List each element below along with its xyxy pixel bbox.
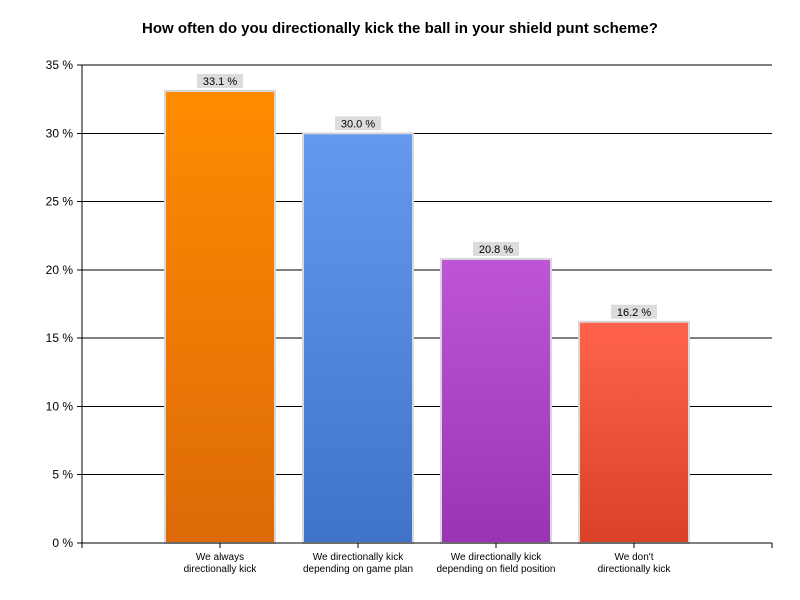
y-tick-label: 15 % xyxy=(46,331,74,345)
y-tick-label: 30 % xyxy=(46,126,74,140)
y-tick-label: 20 % xyxy=(46,263,74,277)
x-tick-label: We directionally kick depending on game p… xyxy=(303,552,413,575)
bars xyxy=(164,89,690,545)
data-label-box xyxy=(197,73,243,88)
data-labels: 33.1 % 30.0 % 20.8 % 16.2 % xyxy=(197,73,657,319)
y-tick-label: 0 % xyxy=(52,536,73,550)
data-label: 33.1 % xyxy=(203,76,237,88)
x-tick-label: We directionally kick depending on field … xyxy=(437,552,556,575)
y-tick-label: 10 % xyxy=(46,399,74,413)
data-label: 16.2 % xyxy=(617,307,651,319)
bar xyxy=(440,257,552,544)
y-tick-label: 35 % xyxy=(46,58,74,72)
x-tick-label: We don't directionally kick xyxy=(598,552,672,575)
bar xyxy=(164,89,276,544)
y-tick-label: 5 % xyxy=(52,468,73,482)
data-label: 30.0 % xyxy=(341,118,375,130)
chart-title: How often do you directionally kick the … xyxy=(142,20,658,37)
y-tick-labels: 0 % 5 % 10 % 15 % 20 % 25 % 30 % 35 % xyxy=(46,58,74,550)
bar xyxy=(578,320,690,544)
data-label-box xyxy=(335,116,381,131)
x-tick-label: We always directionally kick xyxy=(184,552,258,575)
data-label-box xyxy=(611,304,657,319)
y-tick-label: 25 % xyxy=(46,195,74,209)
data-label-box xyxy=(473,241,519,256)
data-label: 20.8 % xyxy=(479,244,513,256)
bar xyxy=(302,132,414,545)
x-tick-labels: We always directionally kick We directiona… xyxy=(184,552,672,575)
axes xyxy=(77,64,773,548)
